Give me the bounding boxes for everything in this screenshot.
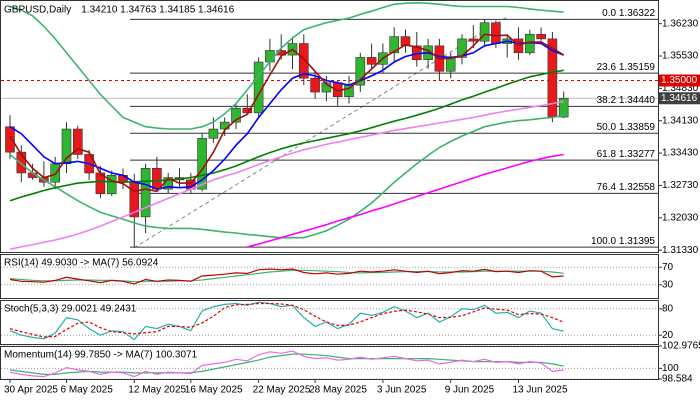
x-tick-label: 3 Jun 2025 (377, 385, 427, 396)
y-tick-label: 1.34130 (662, 115, 699, 126)
x-tick-label: 30 Apr 2025 (4, 385, 58, 396)
y-tick-label: 20 (662, 330, 674, 341)
candle-up (106, 174, 117, 195)
candle-up (265, 50, 275, 63)
y-tick-label: 1.32730 (662, 180, 699, 191)
fib-anchor-line (133, 16, 508, 249)
price-tag-label: 1.35000 (661, 75, 698, 86)
y-tick-label: 100 (662, 363, 679, 374)
price-tag-label: 1.34616 (661, 93, 698, 104)
series-line (9, 350, 564, 378)
candle-up (445, 57, 456, 72)
momentum-panel-frame (0, 346, 659, 380)
price-tag (658, 92, 700, 105)
candle-down (468, 38, 479, 42)
y-tick-label: 1.33430 (662, 148, 699, 159)
y-tick-label: 1.31330 (662, 245, 699, 256)
y-tick-label: 1.32030 (662, 212, 699, 223)
fib-label: 50.0 1.33859 (597, 122, 656, 133)
candle-down (513, 38, 524, 54)
candle-up (479, 22, 490, 42)
series-line (9, 301, 564, 341)
fib-label: 76.4 1.32558 (597, 182, 656, 193)
x-tick-label: 22 May 2025 (253, 385, 311, 396)
y-tick-label: 80 (662, 303, 674, 314)
candle-up (208, 128, 219, 139)
candle-down (536, 33, 546, 40)
x-tick-label: 13 Jun 2025 (513, 385, 568, 396)
y-tick-label: 1.35530 (662, 51, 699, 62)
candle-up (231, 107, 241, 123)
fib-label: 0.0 1.36322 (602, 8, 655, 19)
candle-down (310, 77, 320, 93)
x-tick-label: 16 May 2025 (185, 385, 243, 396)
candle-down (152, 168, 162, 190)
series-line (247, 153, 564, 248)
panel-title: RSI(14) 49.9030 -> MA(7) 56.0924 (4, 258, 159, 269)
x-tick-label: 12 May 2025 (128, 385, 186, 396)
series-line (9, 40, 565, 190)
candle-up (389, 36, 400, 54)
x-tick-label: 9 Jun 2025 (445, 385, 495, 396)
x-tick-label: 6 May 2025 (61, 385, 114, 396)
candle-up (61, 128, 72, 165)
series-line (9, 302, 564, 338)
series-line (9, 100, 564, 250)
fib-label: 100.0 1.31395 (591, 236, 655, 247)
fib-label: 38.2 1.34440 (597, 95, 656, 106)
candle-down (73, 128, 83, 155)
y-tick-label: 30 (662, 279, 674, 290)
series-line (9, 114, 564, 239)
candle-down (298, 43, 309, 79)
candle-down (5, 126, 15, 153)
candle-up (140, 168, 151, 218)
panel-title: Stoch(5,3,3) 29.0021 49.2431 (4, 304, 137, 315)
x-tick-label: 28 May 2025 (309, 385, 367, 396)
panel-subtitle: 1.34210 1.34763 1.34185 1.34616 (81, 5, 234, 16)
y-tick-label: 70 (662, 262, 674, 273)
panel-title: GBPUSD,Daily (4, 5, 71, 16)
series-line (9, 69, 564, 202)
panel-frames (0, 0, 659, 380)
candle-up (558, 97, 569, 118)
candle-down (400, 36, 411, 47)
candle-up (355, 57, 366, 86)
panel-title: Momentum(14) 99.7850 -> MA(7) 100.3071 (4, 350, 198, 361)
candle-up (457, 38, 467, 58)
series-line (9, 268, 564, 285)
candle-down (16, 151, 27, 174)
series-line (9, 33, 565, 193)
stoch-panel-frame (0, 300, 659, 345)
y-tick-label: 1.34830 (662, 83, 699, 94)
candle-down (491, 22, 501, 44)
candle-down (366, 57, 377, 65)
fib-label: 23.6 1.35159 (597, 62, 656, 73)
price-tag (658, 74, 700, 87)
fib-label: 61.8 1.33277 (597, 149, 656, 160)
main-panel-frame (0, 0, 659, 253)
series-line (9, 1, 564, 130)
y-tick-label: 1.36230 (662, 18, 699, 29)
y-tick-label: 98.584 (662, 374, 693, 385)
rsi-panel-frame (0, 254, 659, 299)
y-tick-label: 102.9765 (662, 341, 700, 352)
